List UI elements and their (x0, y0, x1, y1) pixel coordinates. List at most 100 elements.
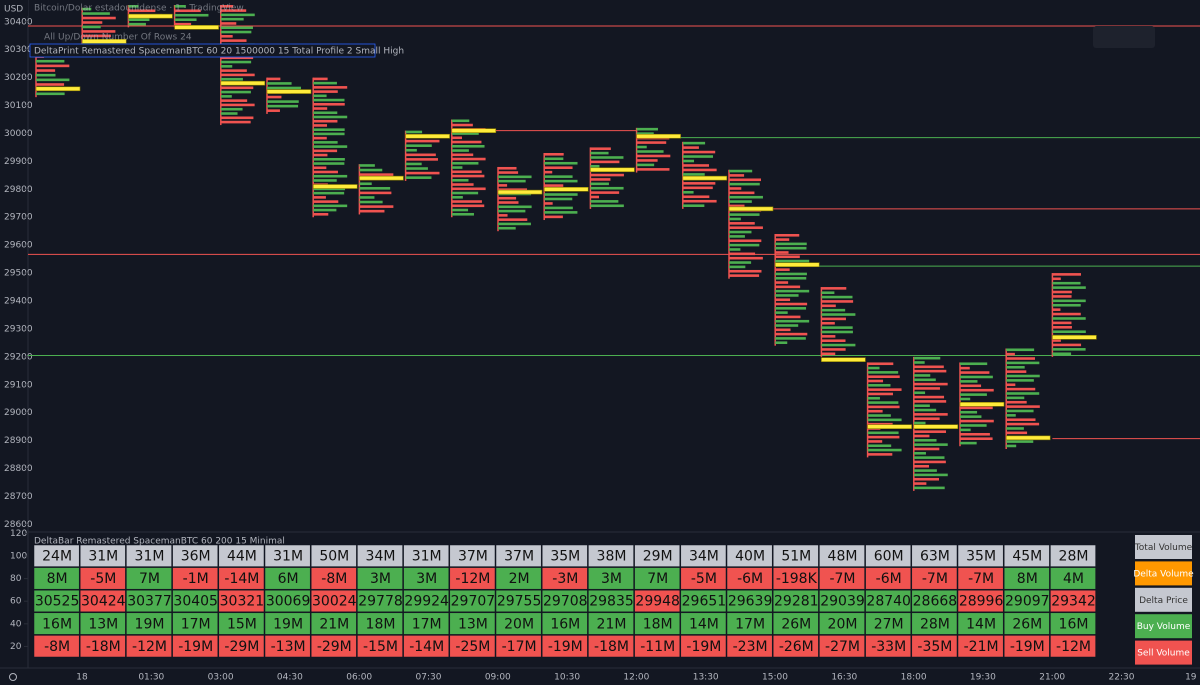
profile-bar (821, 313, 856, 316)
symbol-line[interactable]: Bitcoin/Dolar estadounidense · 1 · Tradi… (34, 4, 244, 14)
profile-bar (220, 22, 237, 25)
cell-text: -12M (455, 571, 490, 587)
cell-text: 63M (920, 549, 950, 565)
profile-bar (682, 141, 706, 145)
profile-bar (913, 486, 945, 490)
poc-bar (128, 13, 173, 19)
cell-text: 3M (370, 571, 391, 587)
profile-bar (913, 400, 947, 403)
profile-bar (775, 328, 791, 332)
table-cell (126, 567, 172, 590)
profile-bar (1006, 431, 1028, 435)
cell-text: 37M (458, 549, 488, 565)
profile-bar (82, 16, 116, 20)
profile-bar (729, 243, 760, 247)
cell-text: -14M (224, 571, 259, 587)
profile-bar (313, 187, 346, 191)
y-tick-label: 29400 (4, 297, 33, 307)
profile-bar (821, 343, 856, 347)
cell-text: 29835 (589, 594, 634, 610)
profile-bar (1006, 383, 1016, 387)
profile-bar (544, 166, 573, 170)
profile-bar (775, 341, 788, 344)
profile-bar (405, 158, 438, 161)
profile-bar (313, 208, 337, 212)
cell-text: 30321 (220, 594, 265, 610)
x-tick-label: 07:30 (416, 673, 442, 683)
indicator-box[interactable] (29, 43, 376, 58)
profile-bar (498, 179, 526, 183)
poc-bar (1005, 435, 1051, 441)
cell-text: -3M (552, 571, 578, 587)
profile-bar (451, 183, 474, 186)
profile-bar (636, 132, 654, 135)
cell-text: 7M (647, 571, 668, 587)
profile-bar (36, 83, 65, 86)
profile-bar (1052, 303, 1081, 307)
table-cell (264, 635, 311, 658)
profile-bar (1006, 392, 1040, 395)
profile-bar (775, 233, 800, 237)
profile-bar (636, 145, 647, 149)
cell-text: 37M (504, 549, 534, 565)
profile-bar (867, 453, 893, 456)
settings-line[interactable]: All Up/Down Number Of Rows 24 (44, 33, 192, 43)
profile-bar (220, 39, 247, 42)
profile-bar (220, 30, 252, 34)
profile-bar (775, 307, 807, 310)
profile-bar (1052, 273, 1082, 276)
table-cell (449, 544, 496, 567)
profile-bar (775, 272, 807, 276)
settings-icon[interactable] (9, 673, 17, 681)
lower-y-tick-label: 80 (10, 574, 22, 584)
profile-bar (220, 103, 255, 107)
table-cell (218, 635, 265, 658)
cell-text: 29639 (728, 594, 773, 610)
table-cell (449, 612, 496, 635)
profile-bar (1006, 405, 1040, 408)
profile-bar (220, 73, 255, 77)
profile-bar (867, 375, 900, 378)
profile-bar (451, 140, 482, 144)
profile-bar (220, 95, 232, 98)
table-cell (357, 544, 403, 567)
profile-bar (821, 304, 836, 308)
cell-text: 44M (227, 549, 257, 565)
y-tick-label: 28600 (4, 520, 33, 530)
profile-bar (451, 174, 485, 178)
profile-bar (128, 5, 139, 8)
profile-bar (1052, 290, 1072, 294)
indicator-line[interactable]: DeltaPrint Remastered SpacemanBTC 60 20 … (34, 47, 404, 57)
legend-box (1135, 561, 1192, 586)
table-cell (172, 544, 219, 567)
x-tick-label: 10:30 (554, 673, 580, 683)
profile-bar (1006, 440, 1034, 443)
profile-bar (867, 431, 899, 435)
poc-bar (959, 402, 1005, 407)
table-cell (33, 544, 80, 567)
x-tick-label: 12:00 (623, 673, 649, 683)
table-cell (957, 635, 1004, 658)
table-cell (357, 635, 403, 658)
cell-text: 35M (550, 549, 580, 565)
profile-bar (775, 251, 789, 254)
cell-text: -13M (271, 639, 306, 655)
profile-bar (498, 222, 531, 226)
toolbar[interactable] (1093, 26, 1155, 48)
table-cell (449, 567, 496, 590)
x-tick-label: 19:30 (970, 673, 996, 683)
profile-bar (913, 430, 947, 433)
table-cell (680, 567, 727, 590)
cell-text: -11M (640, 639, 675, 655)
profile-bar (544, 206, 573, 210)
profile-bar (1006, 427, 1024, 430)
profile-bar (1052, 317, 1086, 320)
table-cell (772, 589, 819, 613)
profile-bar (729, 226, 763, 229)
lower-y-tick-label: 60 (10, 597, 22, 607)
table-cell (911, 635, 958, 658)
poc-bar (682, 175, 728, 181)
profile-bar (960, 419, 994, 423)
cell-text: -29M (224, 639, 259, 655)
profile-bar (775, 281, 789, 284)
